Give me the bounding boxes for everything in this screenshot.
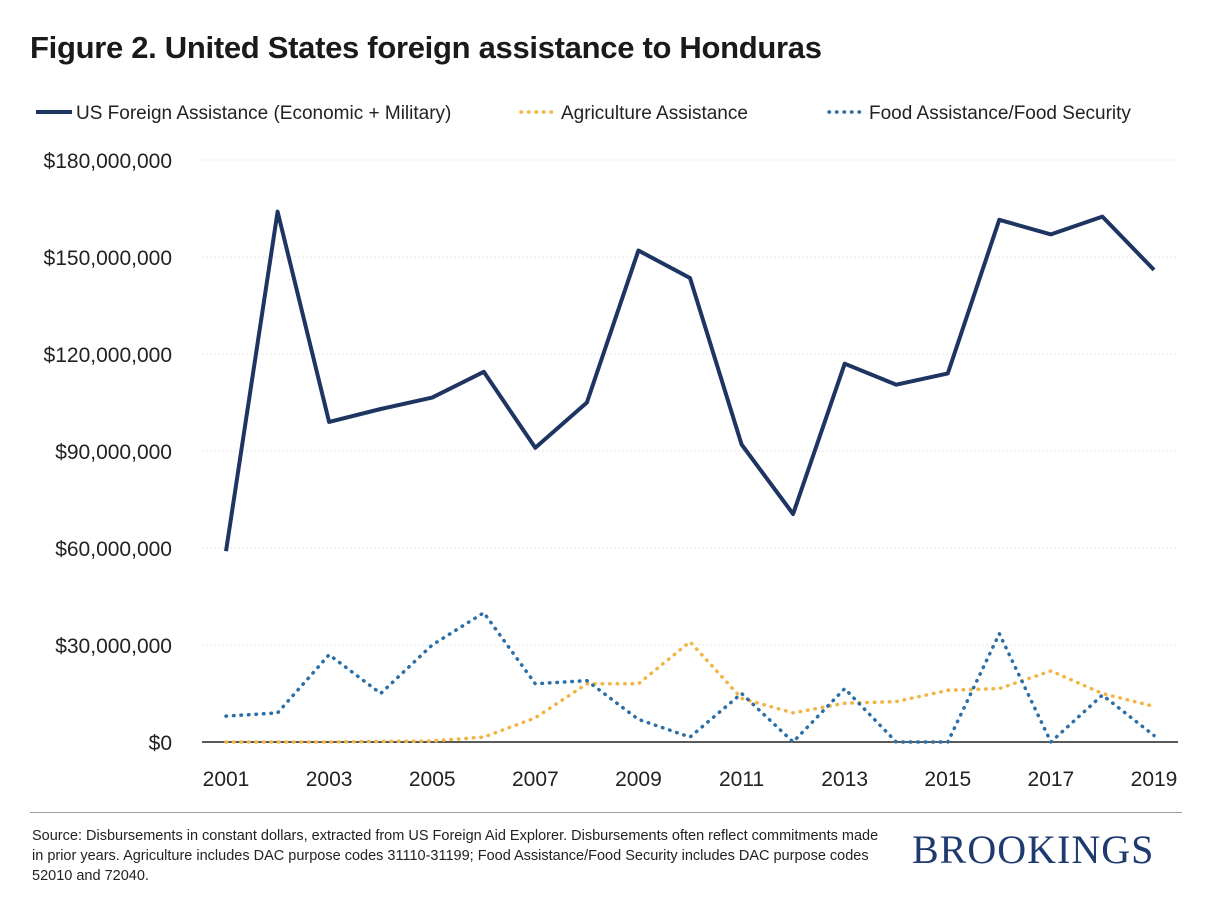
y-tick-label: $60,000,000	[55, 538, 172, 561]
legend-label: Agriculture Assistance	[561, 103, 748, 124]
x-tick-label: 2019	[1131, 768, 1178, 791]
line-chart: US Foreign Assistance (Economic + Milita…	[36, 103, 1178, 791]
gridlines	[202, 159, 1178, 646]
x-tick-label: 2013	[821, 768, 868, 791]
legend-label: Food Assistance/Food Security	[869, 103, 1131, 124]
y-tick-label: $90,000,000	[55, 441, 172, 464]
x-tick-label: 2005	[409, 768, 456, 791]
x-tick-label: 2003	[306, 768, 353, 791]
series-line	[224, 209, 1156, 552]
y-axis: $0 $30,000,000 $60,000,000 $90,000,000 $120,…	[44, 150, 1178, 755]
footer-divider	[30, 812, 1182, 813]
x-tick-label: 2011	[719, 768, 764, 791]
x-tick-label: 2001	[203, 768, 250, 791]
series-line	[224, 640, 1156, 744]
brookings-logo: BROOKINGS	[912, 827, 1155, 872]
y-tick-label: $120,000,000	[44, 344, 172, 367]
x-tick-label: 2007	[512, 768, 559, 791]
source-note: Source: Disbursements in constant dollar…	[32, 828, 879, 884]
x-tick-label: 2009	[615, 768, 662, 791]
x-tick-label: 2017	[1028, 768, 1075, 791]
series-line	[224, 610, 1156, 744]
legend-label: US Foreign Assistance (Economic + Milita…	[76, 103, 451, 124]
y-tick-label: $30,000,000	[55, 635, 172, 658]
x-axis: 2001 2003 2005 2007 2009 2011 2013 2015 2017 2019	[203, 768, 1178, 791]
chart-title: Figure 2. United States foreign assistan…	[30, 30, 822, 65]
y-tick-label: $150,000,000	[44, 247, 172, 270]
series-lines	[224, 209, 1156, 744]
legend: US Foreign Assistance (Economic + Milita…	[36, 103, 1131, 124]
y-tick-label: $180,000,000	[44, 150, 172, 173]
x-tick-label: 2015	[924, 768, 971, 791]
y-tick-label: $0	[149, 732, 172, 755]
